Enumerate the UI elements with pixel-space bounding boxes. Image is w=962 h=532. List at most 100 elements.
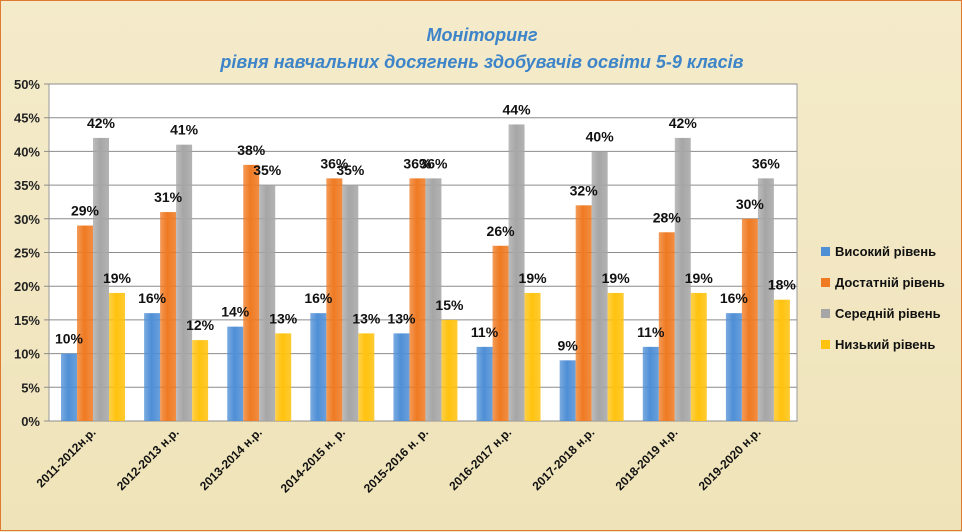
bar [524,292,541,421]
y-tick-label: 15% [14,313,40,328]
bar [575,205,592,421]
data-label: 26% [487,223,516,239]
x-category-label: 2016-2017 н.р. [446,425,514,493]
data-label: 35% [253,162,282,178]
bar [192,340,209,421]
x-category-label: 2015-2016 н. р. [361,425,431,495]
data-label: 16% [720,290,749,306]
y-tick-label: 20% [14,279,40,294]
bar [77,225,93,421]
legend-label: Високий рівень [835,244,936,259]
data-label: 28% [653,209,682,225]
bar [591,151,608,421]
data-label: 36% [320,155,349,171]
y-tick-label: 45% [14,111,40,126]
data-label: 44% [503,101,532,117]
legend-swatch [821,340,830,349]
bar [674,137,691,422]
x-axis-categories: 2011-2012н.р. 2012-2013 н.р. 2013-2014 н.р… [34,425,764,495]
bar [725,313,742,421]
data-label: 14% [221,304,250,320]
bar [61,353,77,421]
bar [243,164,260,421]
bar [642,346,659,421]
bar [658,232,675,421]
data-label: 42% [669,115,698,131]
legend-swatch [821,247,830,256]
data-label: 16% [304,290,333,306]
legend: Високий рівень Достатній рівень Середній р… [821,244,945,352]
data-label: 11% [637,324,665,340]
data-label: 35% [336,162,365,178]
y-tick-label: 0% [21,414,40,429]
x-category-label: 2012-2013 н.р. [114,425,182,493]
y-tick-label: 35% [14,178,40,193]
bar [160,212,177,421]
data-label: 18% [768,277,797,293]
data-label: 13% [269,310,298,326]
y-tick-label: 40% [14,144,40,159]
bar [259,185,276,421]
data-label: 29% [71,203,100,219]
bar [342,185,359,421]
bar [109,292,125,421]
data-label: 10% [55,331,84,347]
x-category-label: 2019-2020 н.р. [696,425,764,493]
bar [176,144,193,421]
legend-label: Низький рівень [835,337,935,352]
data-label: 19% [602,270,631,286]
y-tick-label: 10% [14,347,40,362]
data-label: 11% [471,324,499,340]
x-category-label: 2014-2015 н. р. [278,425,348,495]
data-label: 19% [519,270,548,286]
legend-swatch [821,309,830,318]
legend-label: Середній рівень [835,306,941,321]
data-label: 40% [586,128,615,144]
bar [425,178,442,421]
data-label: 13% [387,310,416,326]
bar [441,319,458,421]
data-label: 15% [435,297,464,313]
bar [559,360,576,421]
y-tick-label: 50% [14,77,40,92]
bar [690,292,707,421]
bar [310,313,327,421]
y-tick-label: 25% [14,246,40,261]
bar [393,333,410,421]
bar [227,326,244,421]
data-label: 36% [403,155,432,171]
data-label: 19% [685,270,714,286]
bar [741,218,758,421]
data-label: 41% [170,122,199,138]
y-tick-label: 5% [21,380,40,395]
data-label: 30% [736,196,765,212]
data-label: 19% [103,270,132,286]
x-category-label: 2013-2014 н.р. [197,425,265,493]
data-label: 16% [138,290,167,306]
bar [508,124,525,421]
data-label: 31% [154,189,183,205]
data-label: 9% [558,337,579,353]
bars [61,124,790,422]
bar [476,346,493,421]
bar [326,178,343,421]
chart-subtitle: рівня навчальних досягнень здобувачів ос… [220,52,744,72]
data-label: 36% [419,155,448,171]
bar [275,333,292,421]
y-tick-label: 30% [14,212,40,227]
x-category-label: 2017-2018 н.р. [529,425,597,493]
bar [757,178,774,421]
bar [607,292,624,421]
data-label: 12% [186,317,215,333]
legend-label: Достатній рівень [835,275,945,290]
x-category-label: 2018-2019 н.р. [613,425,681,493]
data-label: 32% [570,182,599,198]
y-axis-ticks: 0% 5% 10% 15% 20% 25% 30% 35% 40% 45% 50% [14,77,40,429]
data-label: 13% [352,310,381,326]
bar [409,178,426,421]
x-category-label: 2011-2012н.р. [34,425,99,490]
legend-swatch [821,278,830,287]
data-label: 36% [752,155,781,171]
data-label: 42% [87,115,116,131]
